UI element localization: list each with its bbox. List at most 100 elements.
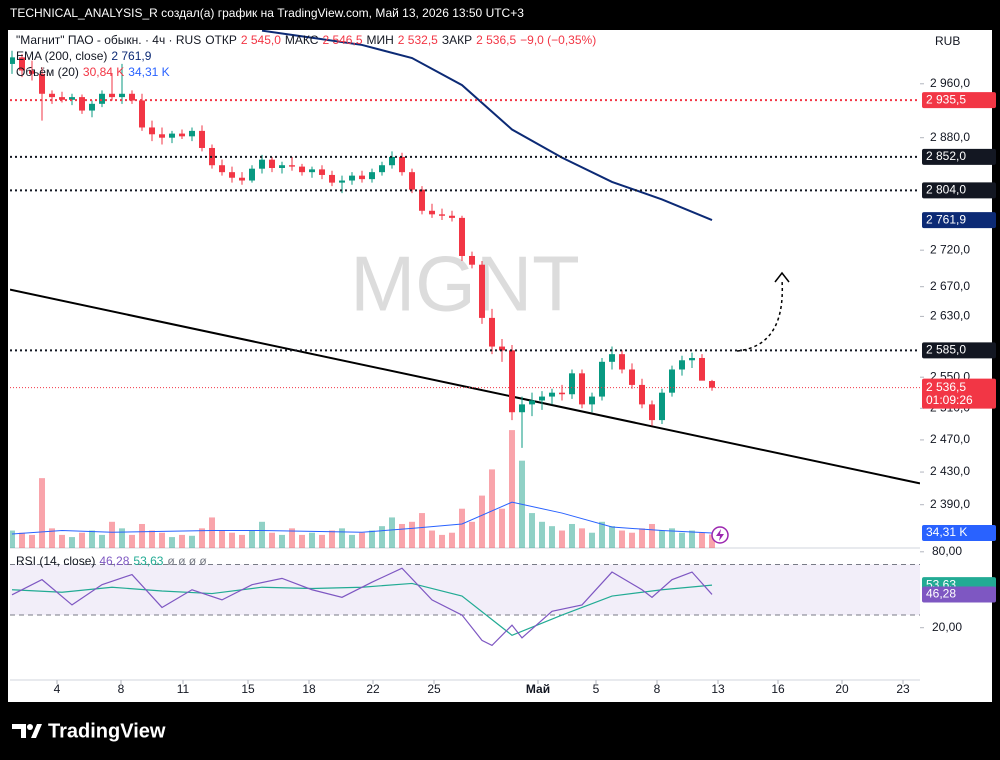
volume-bar [539, 521, 545, 548]
volume-bar [349, 534, 355, 548]
volume-bar [369, 530, 375, 548]
volume-bar [169, 537, 175, 548]
candle-body [539, 396, 545, 401]
volume-bar [689, 530, 695, 548]
logo-mark [12, 724, 26, 738]
candle-body [379, 165, 385, 173]
legend-item: 2 532,5 [398, 33, 438, 47]
volume-bar [399, 523, 405, 548]
candle-body [549, 392, 555, 397]
candle-body [529, 400, 535, 405]
candle-body [359, 175, 365, 180]
x-tick-label: 8 [118, 682, 125, 696]
candle-body [179, 133, 185, 137]
legend-item: 53,63 [133, 554, 163, 568]
volume-bar [669, 528, 675, 548]
candle-body [609, 354, 615, 362]
candle-body [509, 350, 515, 413]
candle-body [649, 404, 655, 421]
candle-body [29, 70, 35, 74]
volume-bar [309, 532, 315, 548]
legend-item: Объём (20) [16, 65, 79, 79]
trendline [10, 288, 920, 485]
candle-body [219, 165, 225, 173]
legend-item: ЗАКР [442, 33, 472, 47]
y-tick-label: 2 430,0 [930, 464, 970, 478]
legend-item: EMA (200, close) [16, 49, 107, 63]
volume-bar [649, 523, 655, 548]
candle-body [449, 215, 455, 218]
volume-ma-label: 34,31 K [926, 525, 967, 539]
y-tick-label: 2 470,0 [930, 432, 970, 446]
volume-bar [329, 530, 335, 548]
candle-body [49, 93, 55, 98]
legend-line: RSI (14, close) 46,28 53,63 ø ø ø ø [16, 554, 207, 568]
volume-bar [589, 532, 595, 548]
legend-item: МИН [367, 33, 394, 47]
candle-body [299, 166, 305, 173]
level-label-bg [922, 342, 996, 359]
volume-bar [79, 532, 85, 548]
candle-body [289, 165, 295, 167]
candle-body [499, 346, 505, 351]
y-tick-label: 2 960,0 [930, 76, 970, 90]
volume-bar [19, 532, 25, 548]
rsi-tick-label: 20,00 [932, 620, 962, 634]
candle-body [409, 172, 415, 190]
volume-bar [529, 513, 535, 548]
volume-bar [489, 469, 495, 548]
candle-body [10, 57, 15, 64]
candle-body [639, 384, 645, 405]
candle-body [99, 93, 105, 104]
volume-bar [419, 513, 425, 548]
level-label: 2 585,0 [926, 343, 966, 357]
volume-bar [699, 532, 705, 548]
projection-arrow [736, 279, 784, 352]
volume-bar [629, 532, 635, 548]
candle-body [589, 396, 595, 405]
candle-body [129, 93, 135, 101]
candle-body [319, 169, 325, 175]
candle-body [669, 369, 675, 393]
x-tick-label: 20 [835, 682, 849, 696]
legend-item: ø ø ø ø [167, 554, 207, 568]
volume-ma [11, 501, 713, 535]
candle-body [169, 133, 175, 138]
candle-body [459, 217, 465, 256]
volume-bar [279, 534, 285, 548]
volume-bar [469, 521, 475, 548]
footer-brand: TradingView [48, 720, 166, 742]
volume-bar [479, 495, 485, 548]
candle-body [699, 357, 705, 381]
candle-body [709, 381, 715, 388]
candle-body [159, 134, 165, 138]
level-label: 2 852,0 [926, 149, 966, 163]
volume-bar [429, 530, 435, 548]
volume-bar [159, 532, 165, 548]
x-tick-label: 16 [771, 682, 785, 696]
rsi-tick-label: 80,00 [932, 544, 962, 558]
candle-body [39, 73, 45, 94]
candle-body [139, 100, 145, 128]
x-tick-label: 8 [654, 682, 661, 696]
volume-bar [599, 521, 605, 548]
candle-body [149, 127, 155, 135]
candle-body [189, 130, 195, 137]
candle-body [619, 354, 625, 370]
rsi-line [11, 567, 713, 647]
volume-bar [129, 534, 135, 548]
x-tick-label: 11 [177, 682, 190, 696]
volume-bar [389, 517, 395, 548]
candle-body [229, 172, 235, 178]
volume-bar [459, 508, 465, 548]
candle-body [429, 210, 435, 215]
legend-item: RSI (14, close) [16, 554, 95, 568]
level-label: 2 935,5 [926, 92, 966, 106]
overlay: "Магнит" ПАО - обыкн. · 4ч · RUS ОТКР 2 54… [10, 33, 996, 696]
volume-bar [259, 521, 265, 548]
volume-bar [339, 528, 345, 548]
candle-body [369, 172, 375, 180]
volume-bar [679, 532, 685, 548]
candle-body [519, 404, 525, 413]
